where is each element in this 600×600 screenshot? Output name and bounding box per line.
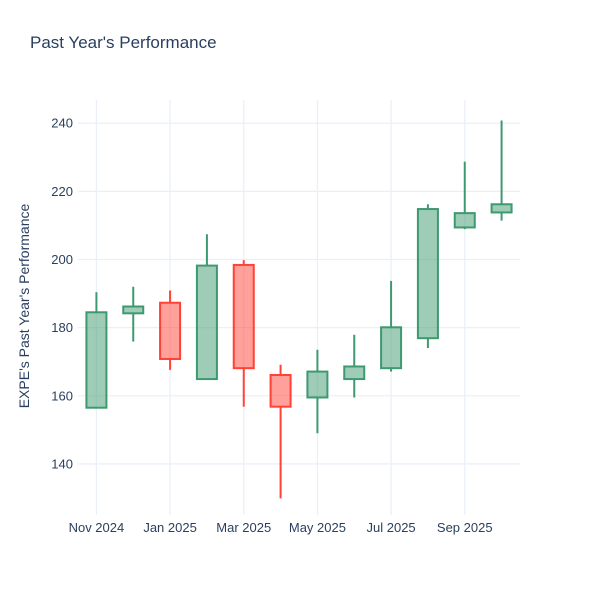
candle-aug-2025[interactable] (416, 204, 439, 349)
chart-title: Past Year's Performance (30, 33, 217, 52)
x-tick-label: Nov 2024 (69, 520, 125, 535)
x-tick-label: Sep 2025 (437, 520, 493, 535)
x-tick-label: Jul 2025 (367, 520, 416, 535)
y-tick-label: 160 (51, 388, 73, 403)
candle-body (343, 365, 366, 381)
candle-feb-2025[interactable] (195, 234, 218, 381)
candle-body (159, 301, 182, 360)
candle-mar-2025[interactable] (232, 260, 255, 407)
candle-body (380, 326, 403, 370)
candle-jun-2025[interactable] (343, 334, 366, 398)
candle-sep-2025[interactable] (453, 161, 476, 230)
candle-body (85, 311, 108, 409)
candle-oct-2025[interactable] (490, 120, 513, 221)
y-tick-label: 140 (51, 456, 73, 471)
x-tick-label: May 2025 (289, 520, 346, 535)
candle-body (306, 370, 329, 399)
y-tick-label: 200 (51, 252, 73, 267)
y-tick-label: 240 (51, 116, 73, 131)
y-tick-label: 220 (51, 184, 73, 199)
candle-jan-2025[interactable] (159, 290, 182, 370)
candle-body (490, 203, 513, 214)
candle-body (122, 305, 145, 315)
candle-body (195, 264, 218, 381)
candle-apr-2025[interactable] (269, 364, 292, 499)
candle-body (232, 263, 255, 370)
candle-jul-2025[interactable] (380, 280, 403, 372)
candle-dec-2024[interactable] (122, 286, 145, 342)
candle-body (453, 212, 476, 229)
y-tick-label: 180 (51, 320, 73, 335)
candle-body (416, 208, 439, 340)
candle-body (269, 373, 292, 408)
candle-nov-2024[interactable] (85, 292, 108, 409)
x-tick-label: Jan 2025 (143, 520, 197, 535)
candle-may-2025[interactable] (306, 349, 329, 434)
x-tick-label: Mar 2025 (216, 520, 271, 535)
